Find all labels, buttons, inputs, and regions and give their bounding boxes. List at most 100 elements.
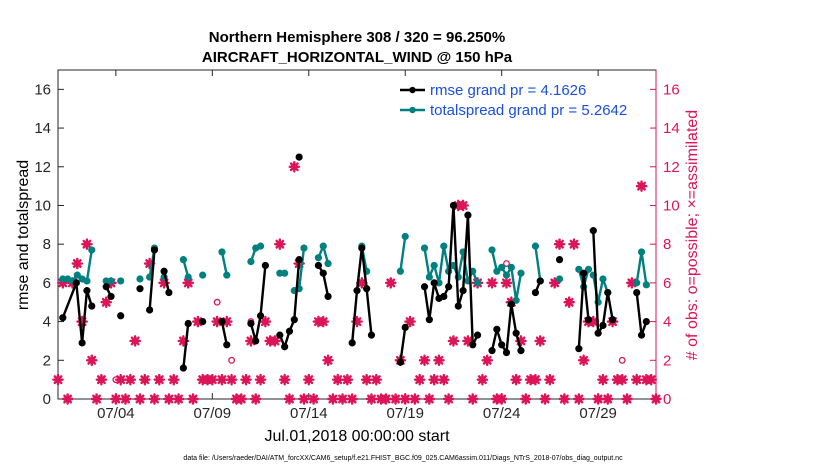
rmse-point [295,256,303,264]
obs-assimilated-marker [409,393,421,405]
chart-title-line2: AIRCRAFT_HORIZONTAL_WIND @ 150 hPa [202,49,513,66]
obs-assimilated-marker [298,393,310,405]
obs-assimilated-marker [81,238,93,250]
obs-assimilated-marker [71,257,84,270]
obs-assimilated-marker [307,393,320,405]
totalspread-point [314,254,323,262]
y2-tick-label: 4 [663,314,671,331]
obs-possible-marker [618,356,626,364]
obs-assimilated-marker [278,373,291,386]
obs-assimilated-marker [336,393,349,405]
rmse-point [150,246,159,254]
obs-assimilated-marker [616,373,629,386]
totalspread-point [83,277,91,285]
obs-assimilated-marker [317,315,330,328]
obs-assimilated-marker [621,393,633,405]
rmse-point [633,288,641,297]
obs-assimilated-marker [134,393,146,405]
obs-assimilated-marker [85,354,98,367]
rmse-line [399,327,407,363]
totalspread-line [220,251,228,276]
legend-marker-spread [409,106,416,114]
obs-assimilated-marker [187,393,199,405]
y2-tick-label: 0 [663,391,671,408]
rmse-point [459,287,467,295]
rmse-point [642,317,650,326]
obs-assimilated-marker [481,354,494,367]
totalspread-point [517,269,525,277]
axis-ticks: 07/04 07/09 07/14 07/19 07/24 07/29 0 0 2 2 4 4 6 6 8 8… [34,70,680,422]
obs-assimilated-marker [457,199,469,212]
totalspread-point [281,269,289,277]
rmse-point [580,269,588,277]
rmse-point [493,325,501,333]
totalspread-point [420,244,429,252]
rmse-point [358,244,366,252]
obs-assimilated-marker [124,373,137,386]
totalspread-point [223,271,231,279]
totalspread-point [117,277,125,285]
obs-assimilated-marker [331,373,344,386]
legend-marker-rmse [409,86,416,94]
rmse-line [220,321,228,346]
rmse-point [512,329,520,337]
obs-assimilated-marker [433,354,445,367]
totalspread-point [493,267,501,275]
rmse-point [276,331,284,339]
totalspread-point [324,259,332,268]
obs-assimilated-marker [447,335,460,347]
obs-assimilated-marker [563,296,575,309]
rmse-point [285,327,294,335]
rmse-point [536,277,544,285]
legend-label-spread: totalspread grand pr = 5.2642 [430,102,627,119]
obs-assimilated-marker [370,373,383,386]
rmse-point [449,201,458,210]
obs-assimilated-marker [283,393,296,405]
rmse-point [117,312,125,320]
obs-assimilated-marker [539,393,551,405]
obs-possible-marker [503,260,510,267]
rmse-point [59,314,67,322]
y-tick-label: 0 [43,391,51,408]
rmse-point [348,339,356,347]
chart-marks [52,153,662,405]
rmse-point [261,261,269,270]
chart-legend: rmse grand pr = 4.1626 totalspread grand … [400,82,627,119]
y2-tick-label: 14 [663,120,680,137]
obs-assimilated-marker [327,393,339,405]
rmse-line [162,271,171,293]
rmse-line [249,265,267,343]
obs-assimilated-marker [249,393,262,405]
obs-assimilated-marker [553,238,566,250]
x-tick-label: 07/29 [579,405,617,422]
data-file-footnote: data file: /Users/raeder/DAI/ATM_forcXX/… [183,455,623,462]
rmse-point [72,279,80,287]
y-tick-label: 10 [34,197,51,214]
rmse-point [367,331,376,339]
totalspread-point [502,271,511,279]
obs-assimilated-marker [341,373,354,386]
obs-assimilated-marker [206,373,219,386]
totalspread-point [633,279,641,287]
obs-assimilated-marker [119,393,132,405]
totalspread-point [300,244,308,252]
rmse-point [324,292,332,301]
rmse-point [608,316,617,324]
obs-assimilated-marker [486,277,498,289]
totalspread-point [218,248,226,256]
y2-tick-label: 2 [663,352,671,369]
x-tick-label: 07/09 [194,405,232,422]
totalspread-point [107,277,115,285]
totalspread-point [396,267,405,275]
rmse-point [575,345,583,353]
obs-assimilated-marker [346,393,358,405]
rmse-point [488,347,496,355]
rmse-point [584,316,593,324]
rmse-point [425,316,433,324]
obs-assimilated-marker [495,393,508,405]
totalspread-point [531,242,540,250]
rmse-point [473,331,482,339]
rmse-point [599,321,607,330]
y-axis-label-right: # of obs: o=possible; ×=assimilated [684,110,701,360]
